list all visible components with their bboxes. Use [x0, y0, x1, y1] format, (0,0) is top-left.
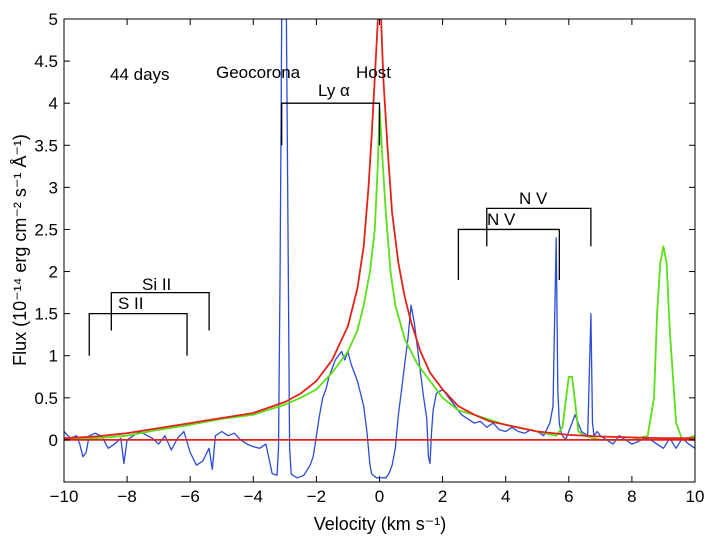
- y-tick-label: 1.5: [34, 305, 58, 324]
- host-label: Host: [356, 63, 391, 82]
- nv-lower-bracket: [457, 228, 560, 280]
- series-layer: [64, 19, 695, 479]
- x-tick-label: 4: [501, 487, 510, 506]
- observed-spectrum-line: [64, 19, 695, 479]
- y-tick-label: 3.5: [34, 136, 58, 155]
- y-tick-label: 3: [49, 178, 58, 197]
- x-tick-label: 0: [375, 487, 384, 506]
- x-tick-label: −6: [181, 487, 200, 506]
- lya-bracket: [281, 102, 381, 146]
- nv-upper-bracket: [486, 207, 592, 247]
- x-tick-label: 8: [627, 487, 636, 506]
- x-tick-label: 10: [686, 487, 705, 506]
- x-tick-label: −4: [244, 487, 263, 506]
- x-axis-label: Velocity (km s⁻¹): [314, 514, 447, 534]
- nv-upper-label: N V: [519, 189, 548, 208]
- x-tick-label: −10: [50, 487, 79, 506]
- y-tick-label: 5: [49, 10, 58, 29]
- nv-lower-label: N V: [487, 210, 516, 229]
- geocorona-label: Geocorona: [216, 63, 301, 82]
- lya-label: Ly α: [318, 81, 350, 100]
- x-tick-label: 6: [564, 487, 573, 506]
- x-tick-label: −8: [117, 487, 136, 506]
- y-tick-label: 4: [49, 94, 58, 113]
- y-tick-label: 0: [49, 431, 58, 450]
- y-tick-label: 2.5: [34, 220, 58, 239]
- tick-layer: −10 −8 −6 −4 −2 0 2 4 6 8 10 0 0.5 1 1.5 2 2.5 3 3.5 4 4.5 5: [34, 10, 704, 506]
- y-tick-label: 4.5: [34, 52, 58, 71]
- red-model-line: [64, 19, 695, 440]
- plot-frame: [63, 18, 696, 483]
- y-tick-label: 1: [49, 347, 58, 366]
- y-tick-label: 0.5: [34, 389, 58, 408]
- epoch-label: 44 days: [110, 65, 170, 84]
- s2-label: S II: [118, 294, 144, 313]
- green-model-line: [64, 106, 695, 441]
- y-axis-label: Flux (10⁻¹⁴ erg cm⁻² s⁻¹ Å⁻¹): [10, 134, 30, 366]
- si2-label: Si II: [142, 275, 171, 294]
- x-tick-label: 2: [438, 487, 447, 506]
- marker-layer: [88, 102, 592, 356]
- si2-bracket: [110, 291, 210, 331]
- x-tick-label: −2: [307, 487, 326, 506]
- s2-bracket: [88, 312, 188, 356]
- y-tick-label: 2: [49, 263, 58, 282]
